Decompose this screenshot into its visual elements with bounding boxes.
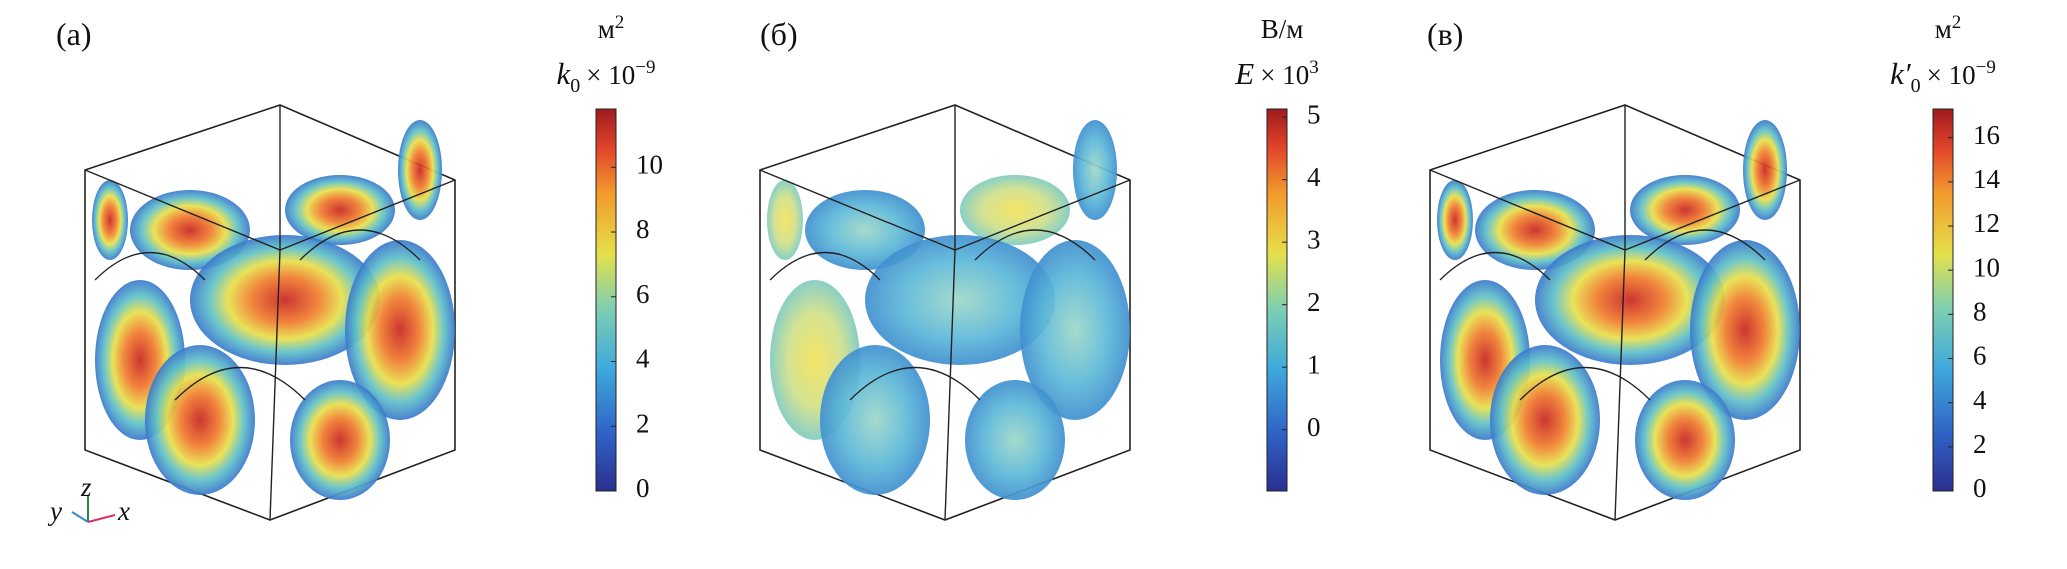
cube-edge	[1429, 105, 1801, 521]
field-slice	[965, 380, 1065, 500]
unit-exponent: 2	[615, 12, 625, 33]
field-slice	[290, 380, 390, 500]
colorbar-tick-label: 16	[1973, 120, 2000, 150]
field-slice	[1475, 190, 1595, 270]
cube-edge	[759, 105, 1131, 521]
quantity-symbol: k′	[1890, 56, 1912, 91]
field-slice	[1743, 120, 1787, 220]
colorbar-quantity: k0 × 10−9	[557, 56, 656, 97]
triad-label: x	[117, 496, 130, 526]
surface-curve	[1439, 251, 1551, 281]
quantity-multiplier: × 10	[1927, 60, 1976, 90]
colorbar-tick-label: 1	[1307, 349, 1321, 379]
field-slice	[1490, 345, 1600, 495]
field-slice	[1690, 240, 1800, 420]
field-slice	[190, 235, 380, 365]
surface-curve	[1519, 367, 1651, 401]
panel-label: (б)	[760, 16, 798, 52]
colorbar-tick-label: 4	[1973, 385, 1987, 415]
triad-x	[87, 514, 116, 523]
surface-curve	[974, 229, 1096, 261]
colorbar-tick-label: 2	[1307, 287, 1321, 317]
panel-label: (в)	[1427, 16, 1463, 52]
unit-text: м	[1935, 14, 1952, 44]
colorbar	[1266, 108, 1288, 492]
field-slice	[130, 190, 250, 270]
quantity-exponent: 3	[1309, 57, 1319, 78]
colorbar-tick-label: 10	[1973, 252, 2000, 282]
cube-edge	[84, 105, 456, 521]
quantity-exponent: −9	[1976, 57, 1996, 78]
colorbar-tick-label: 4	[636, 344, 650, 374]
colorbar-tick-label: 12	[1973, 208, 2000, 238]
surface-curve	[1644, 229, 1766, 261]
field-slice	[1630, 175, 1740, 245]
colorbar-tick-label: 8	[1973, 297, 1987, 327]
structure-view	[759, 104, 1131, 521]
triad-label: z	[80, 472, 92, 502]
field-slice	[285, 175, 395, 245]
colorbar-unit: м2	[1935, 12, 1962, 44]
colorbar-tick-label: 10	[636, 149, 663, 179]
colorbar-tick-label: 4	[1307, 162, 1321, 192]
axes-triad: yzx	[47, 472, 130, 526]
colorbar-tick-label: 0	[636, 473, 650, 503]
colorbar-tick-label: 2	[636, 408, 650, 438]
surface-curve	[94, 251, 206, 281]
structure-view	[1429, 104, 1801, 521]
field-slice	[1073, 120, 1117, 220]
quantity-subscript: 0	[570, 75, 580, 97]
surface-curve	[174, 367, 306, 401]
colorbar-tick-label: 6	[636, 279, 650, 309]
triad-y	[71, 511, 89, 523]
quantity-multiplier: × 10	[1260, 60, 1309, 90]
colorbar-tick-label: 14	[1973, 164, 2001, 194]
field-slice	[1020, 240, 1130, 420]
surface-curve	[769, 251, 881, 281]
unit-exponent: 2	[1952, 12, 1962, 33]
surface-curve	[849, 367, 981, 401]
quantity-symbol: E	[1234, 56, 1254, 91]
quantity-subscript: 0	[1911, 75, 1921, 97]
field-slice	[805, 190, 925, 270]
colorbar-tick-label: 5	[1307, 99, 1321, 129]
colorbar	[595, 108, 617, 492]
quantity-symbol: k	[557, 56, 572, 91]
colorbar-tick-label: 6	[1973, 341, 1987, 371]
field-slice	[145, 345, 255, 495]
field-slice	[1635, 380, 1735, 500]
field-slice	[92, 180, 128, 260]
field-slice	[1535, 235, 1725, 365]
colorbar-tick-label: 3	[1307, 224, 1321, 254]
panel-label: (а)	[56, 16, 92, 52]
field-slice	[865, 235, 1055, 365]
unit-text: В/м	[1261, 14, 1304, 44]
quantity-exponent: −9	[635, 57, 655, 78]
field-slice	[820, 345, 930, 495]
field-slice	[1437, 180, 1473, 260]
field-slice	[960, 175, 1070, 245]
field-slice	[398, 120, 442, 220]
colorbar-unit: В/м	[1261, 14, 1304, 44]
colorbar-tick-label: 0	[1973, 473, 1987, 503]
colorbar-tick-label: 0	[1307, 412, 1321, 442]
field-slice	[767, 180, 803, 260]
surface-curve	[299, 229, 421, 261]
colorbar-unit: м2	[598, 12, 625, 44]
colorbar-tick-label: 2	[1973, 429, 1987, 459]
quantity-multiplier: × 10	[586, 60, 635, 90]
structure-view	[84, 104, 456, 521]
field-slice	[345, 240, 455, 420]
colorbar-tick-label: 8	[636, 214, 650, 244]
colorbar-quantity: E × 103	[1234, 56, 1318, 91]
colorbar-quantity: k′0 × 10−9	[1890, 56, 1996, 97]
unit-text: м	[598, 14, 615, 44]
triad-label: y	[47, 496, 62, 526]
colorbar	[1932, 108, 1954, 492]
